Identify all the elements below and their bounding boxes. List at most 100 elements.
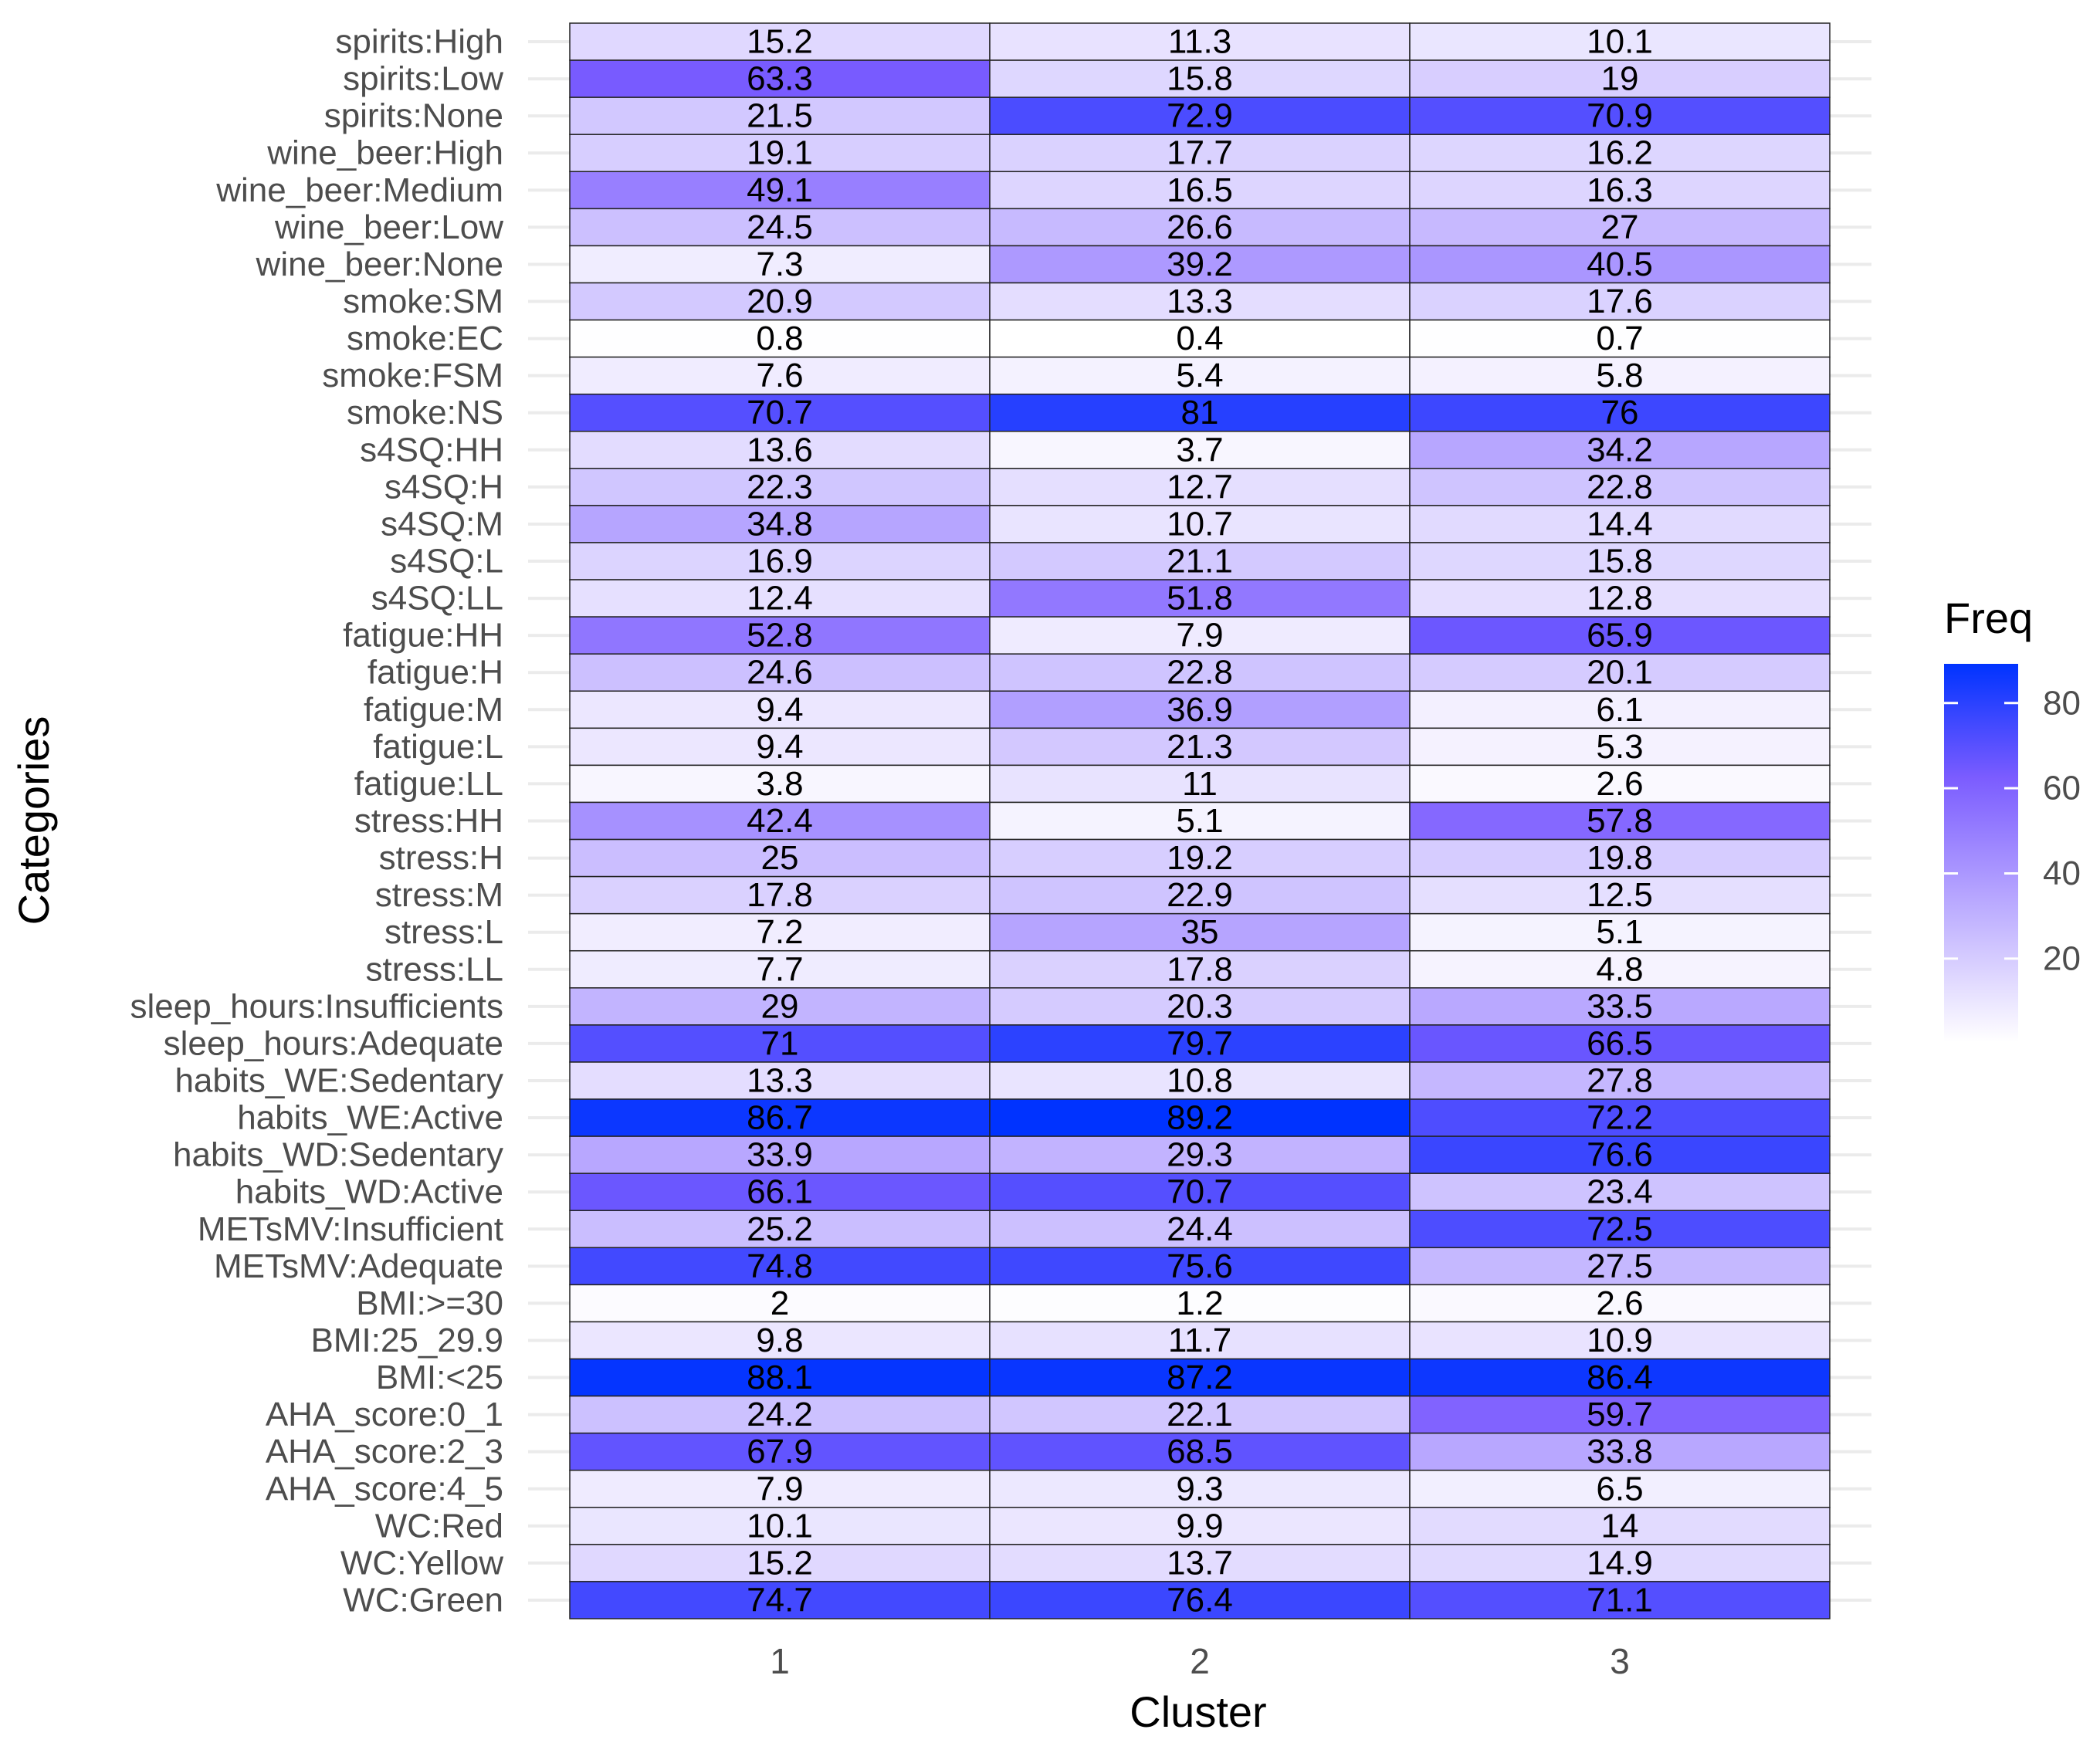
cell-value-label: 11.3 <box>1168 23 1231 61</box>
heatmap-cell <box>989 987 1411 1026</box>
cell-value-labels: 15.2 11.3 10.1 63.3 15.8 19 21.5 72.9 70.9 19.1 17… <box>747 23 1653 1619</box>
y-tick-label: spirits:None <box>324 97 503 135</box>
y-tick-label: fatigue:LL <box>354 765 503 803</box>
cell-value-label: 71.1 <box>1587 1581 1653 1619</box>
y-tick-label: smoke:FSM <box>322 357 503 394</box>
cell-value-label: 51.8 <box>1167 580 1233 618</box>
cell-value-label: 16.2 <box>1587 134 1653 172</box>
y-tick-label: s4SQ:M <box>381 505 503 543</box>
cell-value-label: 5.1 <box>1176 802 1223 840</box>
cell-value-label: 34.8 <box>747 505 813 543</box>
y-tick-label: habits_WD:Sedentary <box>173 1136 503 1174</box>
heatmap-cell <box>569 1061 991 1100</box>
cell-value-label: 12.5 <box>1587 876 1653 914</box>
y-tick-label: wine_beer:High <box>266 134 503 172</box>
cell-value-label: 2 <box>771 1284 789 1322</box>
legend-tick-label: 40 <box>2043 855 2081 892</box>
cell-value-label: 16.9 <box>747 543 813 580</box>
cell-value-label: 79.7 <box>1167 1024 1233 1062</box>
legend-ticks: 20 40 60 80 <box>1944 684 2081 977</box>
cell-value-label: 36.9 <box>1167 691 1233 729</box>
y-tick-label: wine_beer:Low <box>274 208 503 246</box>
x-tick-label: 3 <box>1610 1641 1630 1681</box>
cell-value-label: 19.8 <box>1587 839 1653 877</box>
heatmap-cell <box>1409 912 1831 952</box>
heatmap-cell <box>569 319 991 358</box>
cell-value-label: 67.9 <box>747 1433 813 1470</box>
y-tick-label: stress:H <box>379 839 503 877</box>
y-tick-label: AHA_score:0_1 <box>266 1396 503 1433</box>
cell-value-label: 20.3 <box>1167 987 1233 1025</box>
heatmap-cell <box>1409 1061 1831 1100</box>
cell-value-label: 42.4 <box>747 802 813 840</box>
y-tick-label: s4SQ:L <box>390 543 503 580</box>
heatmap-cell <box>989 282 1411 321</box>
heatmap-cell <box>569 1024 991 1063</box>
heatmap-cell <box>1409 616 1831 655</box>
cell-value-label: 71 <box>761 1024 799 1062</box>
heatmap-cell <box>569 690 991 729</box>
cell-value-label: 15.8 <box>1587 543 1653 580</box>
heatmap-cell <box>1409 1395 1831 1434</box>
cell-value-label: 1.2 <box>1176 1284 1223 1322</box>
heatmap-cell <box>1409 1358 1831 1397</box>
cell-value-label: 16.5 <box>1167 171 1233 209</box>
x-axis-title: Cluster <box>1130 1687 1266 1736</box>
heatmap-cell <box>989 1544 1411 1582</box>
cell-value-label: 10.1 <box>747 1507 813 1545</box>
x-tick-label: 2 <box>1190 1641 1210 1681</box>
cell-value-label: 14 <box>1601 1507 1639 1545</box>
y-tick-label: AHA_score:4_5 <box>266 1470 503 1508</box>
cell-value-label: 86.4 <box>1587 1359 1653 1396</box>
cell-value-label: 22.8 <box>1167 654 1233 692</box>
heatmap-cell <box>569 727 991 767</box>
y-tick-label: habits_WE:Active <box>237 1099 503 1137</box>
cell-value-label: 9.8 <box>756 1322 803 1359</box>
y-tick-label: smoke:SM <box>343 283 503 320</box>
y-tick-label: habits_WD:Active <box>235 1173 503 1211</box>
legend-title: Freq <box>1944 594 2033 642</box>
heatmap-cell <box>569 1135 991 1174</box>
y-tick-label: sleep_hours:Adequate <box>164 1024 503 1062</box>
cell-value-label: 52.8 <box>747 617 813 655</box>
cell-value-label: 19 <box>1601 60 1639 98</box>
heatmap-cell <box>989 1507 1411 1545</box>
heatmap-cell <box>989 1210 1411 1249</box>
heatmap-cell <box>989 653 1411 692</box>
heatmap-cell <box>569 1173 991 1211</box>
cell-value-label: 3.8 <box>756 765 803 803</box>
cell-value-label: 76.4 <box>1167 1581 1233 1619</box>
heatmap-cell <box>989 1135 1411 1174</box>
y-tick-label: BMI:<25 <box>376 1359 503 1396</box>
cell-value-label: 63.3 <box>747 60 813 98</box>
y-tick-label: smoke:EC <box>347 320 503 357</box>
heatmap-cell <box>569 393 991 432</box>
heatmap-cell <box>1409 727 1831 767</box>
cell-value-label: 15.2 <box>747 1544 813 1582</box>
cell-value-label: 7.9 <box>1176 617 1223 655</box>
cell-value-label: 14.9 <box>1587 1544 1653 1582</box>
heatmap-cell <box>1409 1135 1831 1174</box>
cell-value-label: 65.9 <box>1587 617 1653 655</box>
heatmap-cell <box>989 1173 1411 1211</box>
cell-value-label: 5.1 <box>1596 913 1643 951</box>
cell-value-label: 12.8 <box>1587 580 1653 618</box>
x-tick-label: 1 <box>770 1641 790 1681</box>
cell-value-label: 7.7 <box>756 950 803 988</box>
heatmap-cell <box>989 542 1411 580</box>
cell-value-label: 66.1 <box>747 1173 813 1211</box>
cell-value-label: 20.9 <box>747 283 813 320</box>
heatmap-cell <box>569 764 991 804</box>
y-tick-label: AHA_score:2_3 <box>266 1433 503 1470</box>
cell-value-label: 26.6 <box>1167 208 1233 246</box>
cell-value-label: 13.3 <box>747 1061 813 1099</box>
y-tick-label: WC:Green <box>343 1581 503 1619</box>
cell-value-label: 21.1 <box>1167 543 1233 580</box>
cell-value-label: 7.6 <box>756 357 803 394</box>
y-tick-label: fatigue:L <box>373 728 503 766</box>
cell-value-label: 2.6 <box>1596 1284 1643 1322</box>
cell-value-label: 6.1 <box>1596 691 1643 729</box>
cell-value-label: 24.6 <box>747 654 813 692</box>
y-tick-label: stress:HH <box>354 802 503 840</box>
cell-value-label: 34.2 <box>1587 431 1653 469</box>
